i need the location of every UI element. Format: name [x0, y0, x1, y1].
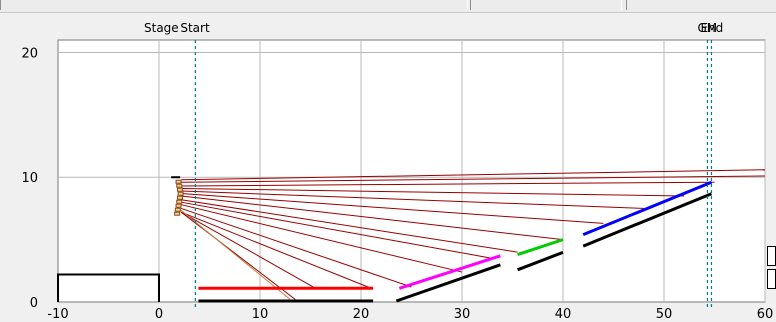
seating-section [398, 254, 501, 290]
coverage-ray [181, 204, 463, 273]
toolbar-segment-1[interactable] [0, 0, 468, 10]
coverage-ray [180, 211, 296, 300]
x-tick-label: 50 [656, 307, 673, 322]
x-tick-label: 40 [555, 307, 572, 322]
seating-section [582, 180, 713, 237]
speaker-box [176, 187, 183, 192]
coverage-ray [181, 181, 715, 187]
coverage-ray [181, 199, 518, 253]
toolbar-segment-3[interactable] [626, 0, 776, 10]
coverage-ray [181, 190, 644, 209]
plot-background [57, 39, 766, 303]
ray-layer [176, 169, 766, 300]
floor-section [517, 250, 564, 272]
floor-layer [57, 192, 713, 303]
marker-label-stage: Stage [144, 21, 179, 35]
toolbar-segment-2[interactable] [470, 0, 622, 10]
plot-area: -10 0 10 20 30 40 50 60 20 10 0 Stage Start GM End [0, 12, 776, 322]
seating-section [517, 238, 564, 257]
coverage-ray [180, 211, 316, 289]
x-tick-label: 20 [353, 307, 370, 322]
marker-label-gm: GM [697, 21, 717, 35]
coverage-ray [181, 195, 564, 241]
vertical-markers-layer [194, 40, 713, 310]
speaker-box [175, 179, 182, 184]
coverage-ray [181, 207, 412, 288]
speaker-box [176, 183, 183, 188]
marker-label-start: Start [180, 21, 210, 35]
coverage-ray [181, 175, 766, 183]
coverage-ray [181, 187, 685, 197]
coverage-ray-tan [176, 206, 291, 300]
x-tick-label: 10 [252, 307, 269, 322]
speaker-array-layer [171, 176, 184, 216]
x-tick-label: 30 [454, 307, 471, 322]
coverage-ray [181, 192, 604, 224]
y-tick-label: 0 [30, 296, 38, 311]
floor-section [395, 263, 501, 303]
floor-section [582, 192, 713, 248]
stage-box [57, 273, 160, 302]
speaker-box [175, 203, 182, 208]
side-handle-upper[interactable] [767, 246, 776, 266]
coverage-ray [181, 201, 493, 259]
speaker-box [177, 191, 184, 196]
x-tick-label: 60 [757, 307, 774, 322]
speaker-box [174, 211, 181, 216]
y-tick-label: 10 [21, 171, 38, 186]
side-handle-lower[interactable] [767, 269, 776, 289]
coverage-ray [181, 169, 766, 181]
x-tick-label: -10 [47, 307, 68, 322]
grid-layer [57, 39, 766, 303]
y-tick-label: 20 [21, 46, 38, 61]
x-tick-label: 0 [155, 307, 163, 322]
coverage-ray [181, 211, 372, 289]
speaker-box [174, 207, 181, 212]
top-toolbar-strip [0, 0, 776, 13]
speaker-box [176, 199, 183, 204]
speaker-box [176, 195, 183, 200]
marker-label-end: End [700, 21, 723, 35]
seating-sections-layer [198, 180, 713, 290]
